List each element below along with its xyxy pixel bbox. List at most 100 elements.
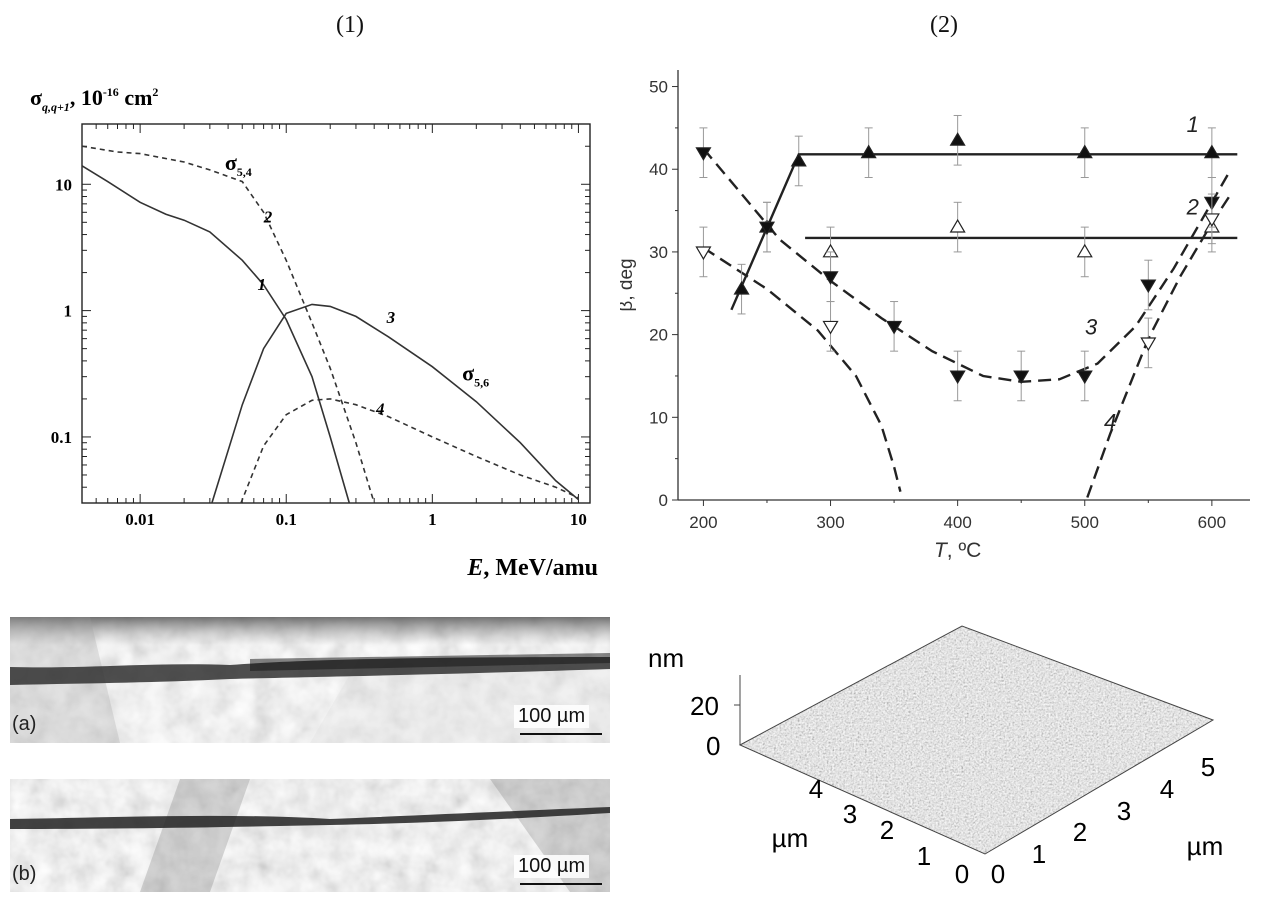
chart1-sigma-label: σ5,4 bbox=[225, 150, 252, 179]
chart2-curve-label: 4 bbox=[1104, 410, 1116, 435]
chart2-point-series-3 bbox=[949, 370, 966, 385]
chart2-point-series-2 bbox=[1076, 243, 1093, 258]
chart2-y-tick-label: 0 bbox=[659, 491, 668, 510]
chart2-point-series-1 bbox=[1076, 144, 1093, 159]
chart2-x-tick-label: 500 bbox=[1071, 513, 1099, 532]
panel-2-title: (2) bbox=[930, 12, 958, 38]
chart1-x-tick-label: 0.01 bbox=[125, 510, 155, 529]
chart1-x-axis-label: E, MeV/amu bbox=[466, 555, 598, 581]
chart2-y-tick-label: 30 bbox=[649, 243, 668, 262]
chart2-axes: 200 300 400 500 600 0 10 20 30 40 50 β, deg T, ºC bbox=[620, 70, 1250, 562]
afm-x-tick-label: 5 bbox=[1201, 752, 1215, 782]
chart1-curve-label: 1 bbox=[258, 275, 267, 294]
afm-y-unit: µm bbox=[772, 823, 809, 853]
chart1-curve-label: 3 bbox=[386, 308, 396, 327]
chart2-point-series-3 bbox=[886, 320, 903, 335]
chart2-point-series-3 bbox=[1076, 370, 1093, 385]
chart1-frame bbox=[81, 123, 591, 504]
chart2-point-series-1 bbox=[733, 280, 750, 295]
cross-section-chart: 0.01 0.1 1 10 0.1 1 10 σq,q+1, 10-16 cm2 E, MeV/… bbox=[30, 85, 598, 581]
chart1-x-tick-label: 10 bbox=[570, 510, 587, 529]
chart2-point-series-2 bbox=[949, 218, 966, 233]
afm-y-tick-label: 2 bbox=[880, 815, 894, 845]
chart1-annotations: σ5,4 σ5,6 1 2 3 4 bbox=[225, 150, 489, 419]
chart2-fit-lines bbox=[702, 147, 1238, 498]
afm-y-tick-label: 3 bbox=[843, 799, 857, 829]
micrograph-a-scalebar bbox=[520, 733, 602, 735]
afm-surface bbox=[740, 626, 1213, 854]
chart2-point-series-3 bbox=[1140, 279, 1157, 294]
chart2-y-tick-label: 20 bbox=[649, 326, 668, 345]
chart1-y-tick-label: 1 bbox=[64, 302, 73, 321]
afm-y-tick-label: 4 bbox=[809, 774, 823, 804]
afm-y-tick-label: 0 bbox=[955, 859, 969, 889]
chart2-point-series-4 bbox=[1203, 213, 1220, 228]
chart1-y-axis-label: σq,q+1, 10-16 cm2 bbox=[30, 85, 158, 114]
chart2-point-series-3 bbox=[758, 221, 776, 236]
chart1-x-tick-label: 1 bbox=[428, 510, 437, 529]
chart2-point-series-3 bbox=[1013, 370, 1030, 385]
chart2-point-series-3 bbox=[822, 271, 839, 285]
chart1-curve-label: 2 bbox=[263, 207, 273, 226]
chart2-y-axis-label: β, deg bbox=[620, 258, 637, 311]
chart2-y-tick-label: 10 bbox=[649, 408, 668, 427]
chart2-point-series-1 bbox=[790, 152, 807, 167]
chart2-x-tick-label: 600 bbox=[1198, 513, 1226, 532]
afm-x-tick-label: 1 bbox=[1032, 839, 1046, 869]
chart1-x-tick-label: 0.1 bbox=[276, 510, 297, 529]
chart1-series-3 bbox=[211, 303, 579, 504]
micrograph-b-image bbox=[10, 779, 610, 892]
afm-x-tick-label: 4 bbox=[1160, 774, 1174, 804]
chart1-y-tick-label: 10 bbox=[55, 175, 72, 194]
chart2-y-tick-label: 40 bbox=[649, 160, 668, 179]
afm-z-tick-label: 20 bbox=[690, 691, 719, 721]
chart2-x-axis-label: T, ºC bbox=[934, 539, 981, 562]
chart2-curve-label: 2 bbox=[1186, 195, 1199, 220]
chart2-point-series-4 bbox=[822, 320, 839, 335]
micrograph-b: (b) 100 µm bbox=[10, 779, 610, 892]
chart2-point-series-4 bbox=[695, 246, 712, 261]
afm-x-tick-label: 0 bbox=[991, 859, 1005, 889]
micrograph-b-scalebar bbox=[520, 883, 602, 885]
chart1-y-tick-label: 0.1 bbox=[51, 428, 72, 447]
chart1-series-1 bbox=[81, 165, 351, 504]
micrograph-a-image bbox=[10, 617, 610, 743]
chart2-curve-label: 3 bbox=[1085, 315, 1098, 340]
chart2-y-tick-label: 50 bbox=[649, 78, 668, 97]
chart2-x-tick-label: 400 bbox=[943, 513, 971, 532]
chart1-series-4 bbox=[240, 398, 579, 504]
micrograph-a-label: (a) bbox=[12, 713, 37, 735]
chart1-sigma-label: σ5,6 bbox=[462, 360, 489, 389]
chart1-curve-label: 4 bbox=[375, 400, 385, 419]
chart1-series bbox=[81, 145, 579, 504]
micrograph-b-label: (b) bbox=[12, 863, 37, 885]
afm-y-tick-label: 1 bbox=[917, 841, 931, 871]
chart2-curve-3 bbox=[702, 147, 1232, 384]
chart2-curve-label: 1 bbox=[1187, 112, 1199, 137]
chart2-curve-4b bbox=[1086, 193, 1232, 498]
chart2-x-tick-label: 300 bbox=[816, 513, 844, 532]
chart1-series-2 bbox=[81, 145, 375, 504]
micrograph-b-scalebar-label: 100 µm bbox=[514, 855, 590, 878]
chart2-point-series-1 bbox=[1203, 144, 1220, 159]
chart2-point-series-4 bbox=[1140, 337, 1157, 352]
afm-z-tick-label: 0 bbox=[706, 731, 720, 761]
chart2-labels: 1 2 3 4 bbox=[1085, 112, 1199, 435]
chart1-axes: 0.01 0.1 1 10 0.1 1 10 σq,q+1, 10-16 cm2 E, MeV/… bbox=[30, 85, 598, 581]
chart2-point-series-1 bbox=[860, 144, 877, 159]
afm-x-tick-label: 2 bbox=[1073, 817, 1087, 847]
chart2-x-tick-label: 200 bbox=[689, 513, 717, 532]
micrograph-a-scalebar-label: 100 µm bbox=[514, 705, 590, 728]
panel-1-title: (1) bbox=[336, 12, 364, 38]
afm-x-tick-label: 3 bbox=[1117, 796, 1131, 826]
afm-z-unit: nm bbox=[648, 643, 684, 673]
chart2-curve-4a bbox=[702, 246, 902, 492]
chart2-points bbox=[695, 114, 1220, 402]
micrograph-a: (a) 100 µm bbox=[10, 617, 610, 743]
chart2-point-series-3 bbox=[695, 147, 712, 161]
afm-x-unit: µm bbox=[1187, 831, 1224, 861]
chart2-point-series-1 bbox=[949, 132, 966, 146]
